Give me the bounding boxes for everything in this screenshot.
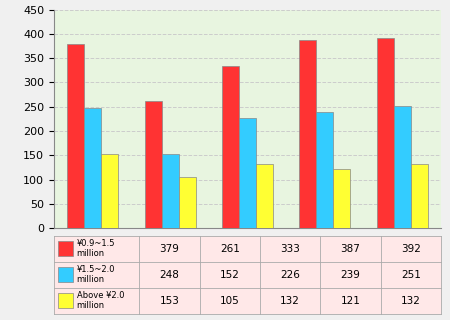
- Bar: [54, 261, 441, 288]
- Text: 392: 392: [401, 244, 421, 253]
- Text: 153: 153: [159, 296, 179, 306]
- Text: 105: 105: [220, 296, 239, 306]
- Bar: [222, 67, 239, 228]
- Bar: [58, 293, 73, 308]
- Bar: [316, 112, 333, 228]
- Bar: [101, 154, 118, 228]
- Text: 121: 121: [341, 296, 360, 306]
- Bar: [411, 164, 428, 228]
- Bar: [67, 44, 84, 228]
- Bar: [162, 154, 179, 228]
- Text: Above ¥2.0
million: Above ¥2.0 million: [76, 291, 124, 310]
- Text: 387: 387: [341, 244, 360, 253]
- Text: 251: 251: [401, 269, 421, 280]
- Bar: [58, 241, 73, 256]
- Bar: [256, 164, 273, 228]
- Bar: [333, 169, 351, 228]
- Text: 226: 226: [280, 269, 300, 280]
- Text: 261: 261: [220, 244, 240, 253]
- Bar: [179, 177, 196, 228]
- Text: 239: 239: [341, 269, 360, 280]
- Text: ¥0.9~1.5
million: ¥0.9~1.5 million: [76, 239, 115, 258]
- Bar: [58, 268, 73, 282]
- Bar: [394, 106, 411, 228]
- Text: 152: 152: [220, 269, 240, 280]
- Text: 379: 379: [159, 244, 179, 253]
- Bar: [144, 101, 162, 228]
- Bar: [54, 288, 441, 314]
- Text: 132: 132: [280, 296, 300, 306]
- Text: ¥1.5~2.0
million: ¥1.5~2.0 million: [76, 265, 115, 284]
- Text: 132: 132: [401, 296, 421, 306]
- Bar: [299, 40, 316, 228]
- Text: 333: 333: [280, 244, 300, 253]
- Text: 248: 248: [159, 269, 179, 280]
- Bar: [239, 118, 256, 228]
- Bar: [54, 236, 441, 261]
- Bar: [84, 108, 101, 228]
- Bar: [377, 38, 394, 228]
